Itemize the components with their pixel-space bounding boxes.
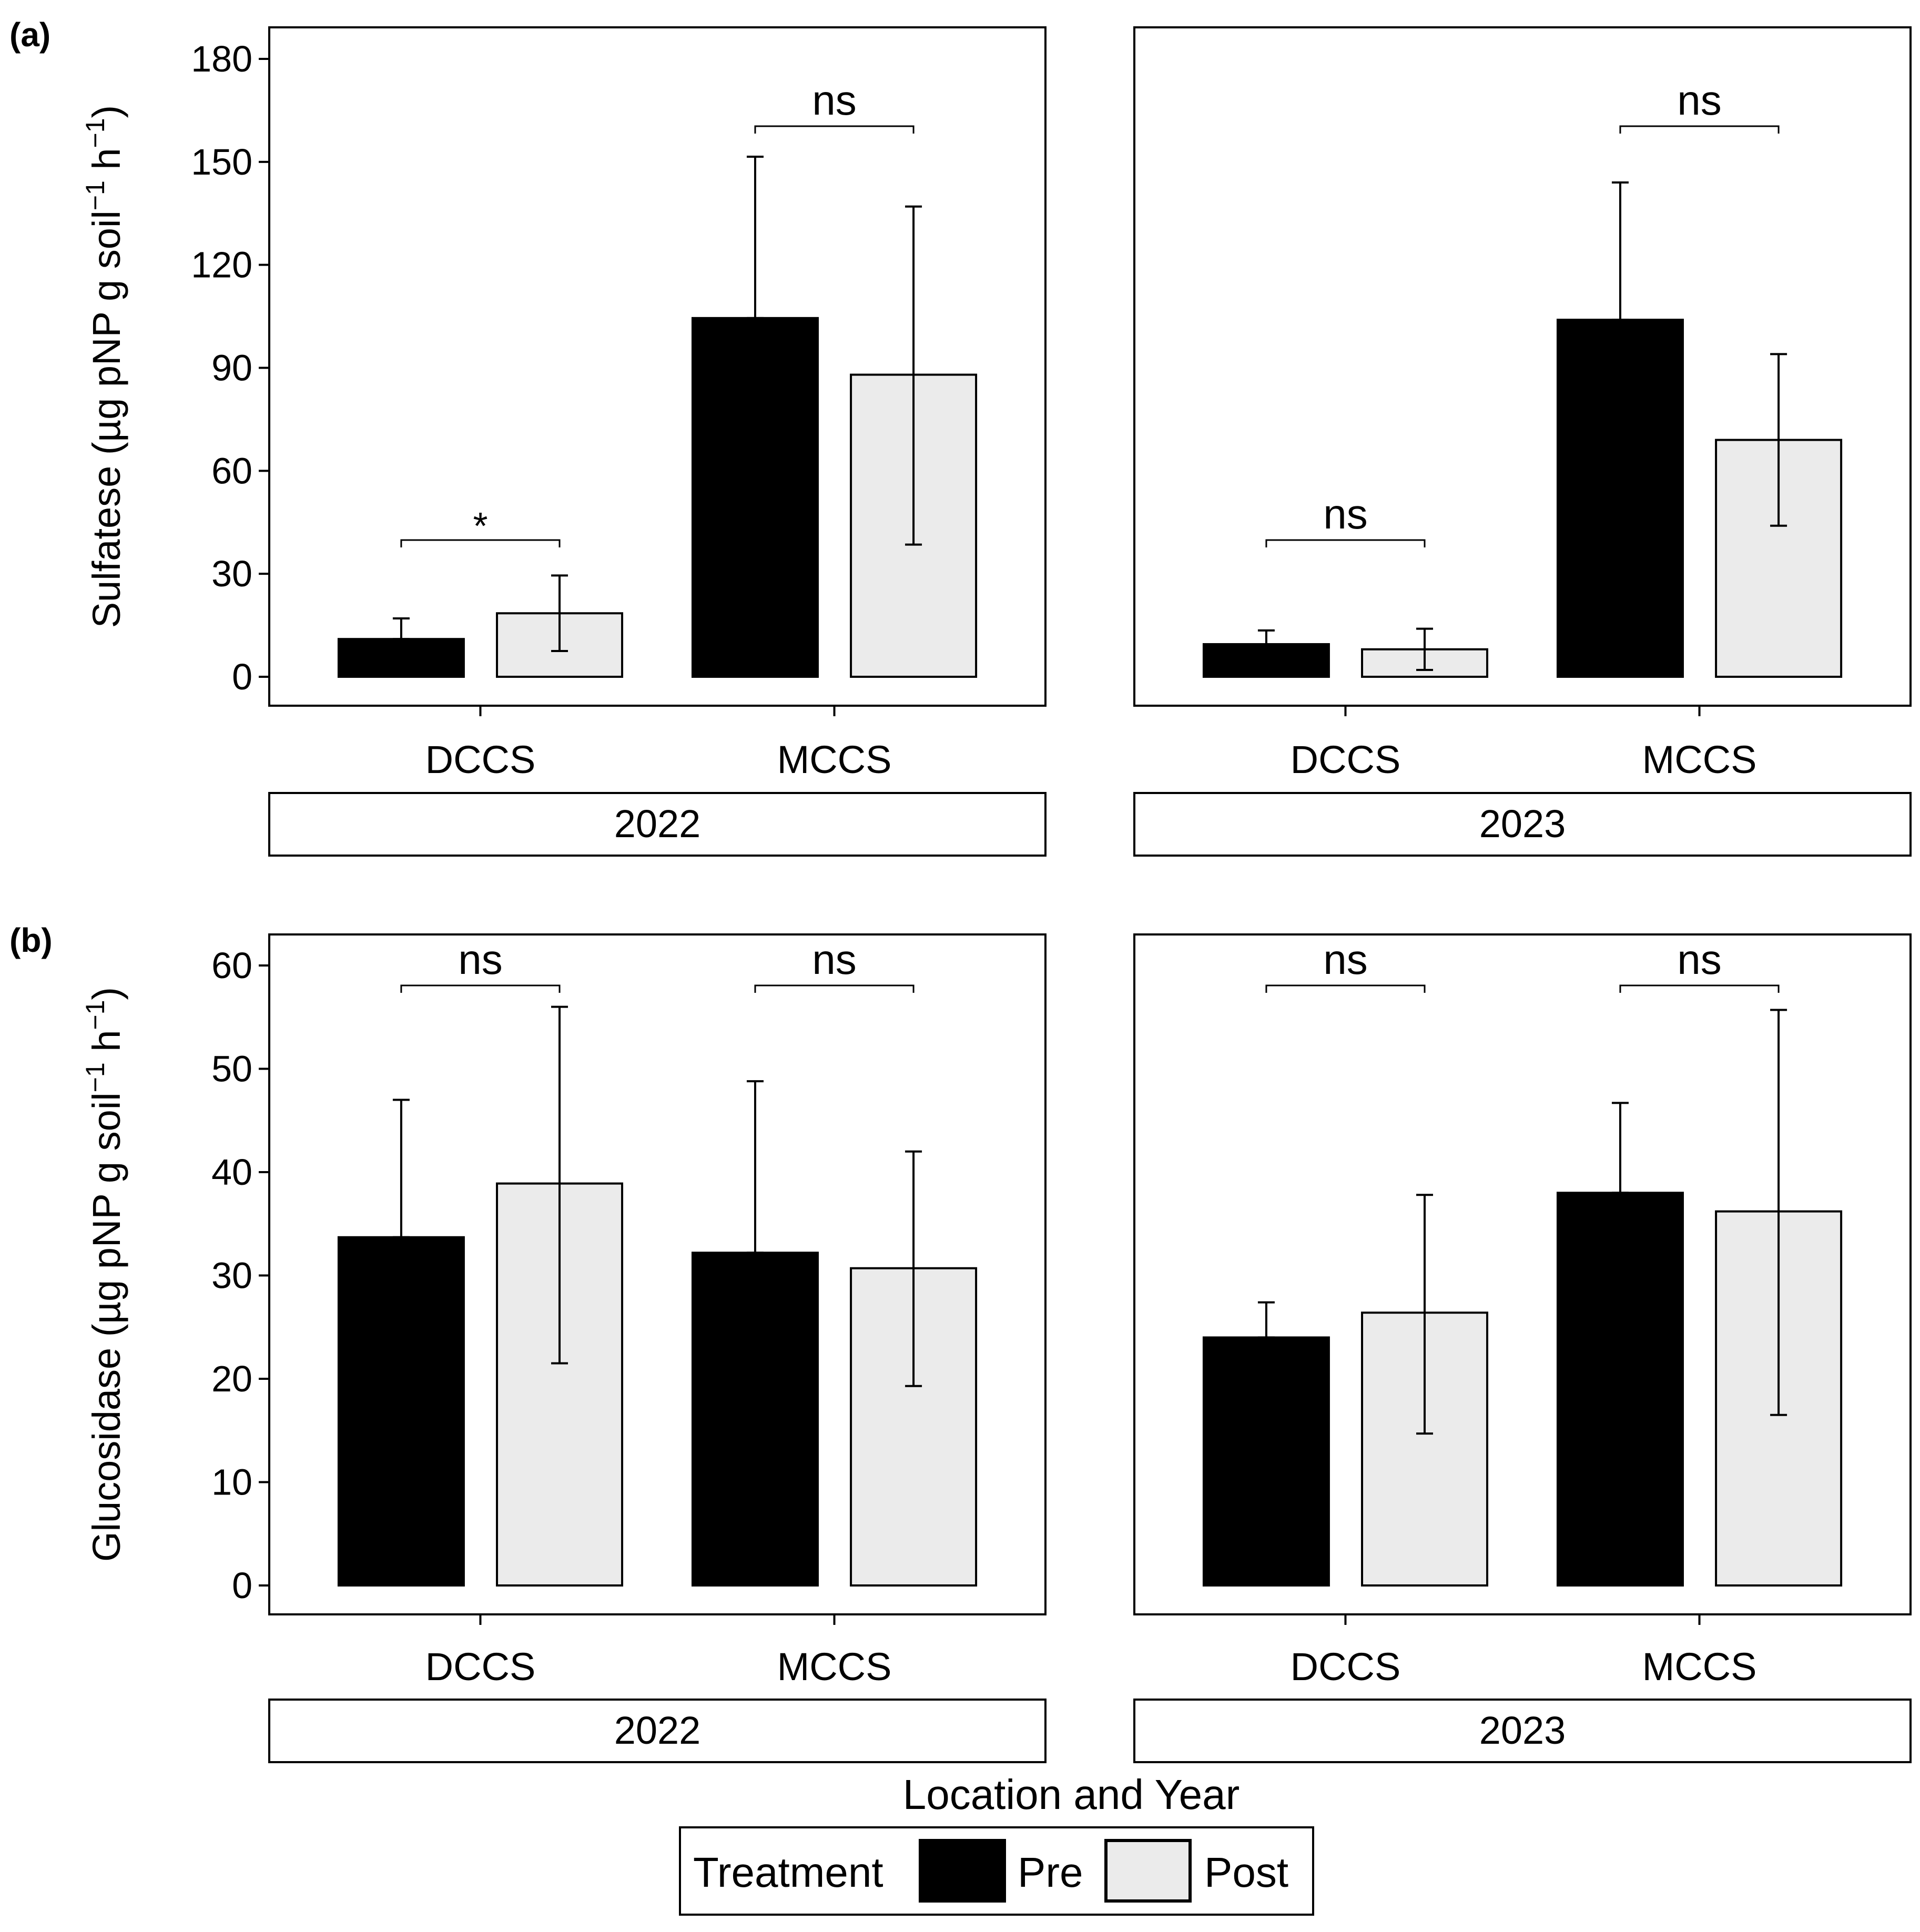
- significance-label: *: [473, 505, 487, 547]
- facet-strip: [268, 1699, 1047, 1763]
- y-tick-label: 20: [211, 1358, 252, 1399]
- y-tick-label: 60: [211, 945, 252, 986]
- y-tick-label: 40: [211, 1152, 252, 1193]
- facet-strip-label: 2023: [1479, 802, 1566, 846]
- facet-strip-label: 2022: [614, 802, 701, 846]
- bar-pre: [691, 317, 819, 678]
- y-axis-label: Sulfatese (µg pNP g soil−1 h−1): [80, 105, 128, 628]
- y-tick-label: 50: [211, 1049, 252, 1090]
- panel-frame: [268, 933, 1047, 1615]
- panel-tag: (b): [9, 921, 53, 959]
- panel-frame: [268, 26, 1047, 707]
- significance-bracket: [1265, 984, 1426, 993]
- significance-bracket: [1265, 539, 1426, 547]
- x-axis-title: Location and Year: [903, 1771, 1240, 1818]
- x-tick-label: DCCS: [425, 1645, 536, 1689]
- y-axis-label: Glucosidase (µg pNP g soil−1 h−1): [80, 987, 128, 1562]
- y-axis-label-sup: −1: [80, 1062, 110, 1092]
- y-tick-label: 30: [211, 1255, 252, 1296]
- facet-strip-label: 2022: [614, 1709, 701, 1752]
- significance-label: ns: [812, 77, 857, 124]
- x-tick-label: MCCS: [777, 1645, 892, 1689]
- facet-strip-label: 2023: [1479, 1709, 1566, 1752]
- y-tick-label: 30: [211, 553, 252, 594]
- y-tick-label: 0: [232, 656, 252, 697]
- significance-label: ns: [458, 936, 503, 983]
- significance-label: ns: [1323, 491, 1368, 537]
- y-tick-label: 120: [191, 245, 252, 286]
- significance-bracket: [400, 984, 561, 993]
- facet-strip: [1133, 1699, 1912, 1763]
- legend-title: Treatment: [693, 1849, 883, 1896]
- y-tick-label: 150: [191, 141, 252, 182]
- y-tick-label: 10: [211, 1462, 252, 1503]
- y-tick-label: 90: [211, 348, 252, 389]
- y-tick-label: 60: [211, 450, 252, 491]
- legend-label-post: Post: [1204, 1849, 1288, 1896]
- x-tick-label: DCCS: [425, 738, 536, 781]
- y-tick-label: 0: [232, 1565, 252, 1606]
- y-axis-label-sup: −1: [80, 180, 110, 210]
- y-axis-label-mid: h: [85, 148, 128, 180]
- legend-swatch-post: [1104, 1839, 1192, 1903]
- y-axis-label-sup: −1: [80, 118, 110, 148]
- bar-pre: [691, 1252, 819, 1587]
- y-axis-label-sup: −1: [80, 1000, 110, 1030]
- significance-label: ns: [1323, 936, 1368, 983]
- x-tick-label: MCCS: [1642, 1645, 1757, 1689]
- legend-label-pre: Pre: [1018, 1849, 1083, 1896]
- facet-strip: [1133, 792, 1912, 857]
- y-axis-label-close: ): [85, 105, 128, 118]
- x-tick-label: DCCS: [1291, 738, 1401, 781]
- bar-pre: [337, 638, 465, 678]
- panel-frame: [1133, 933, 1912, 1615]
- y-axis-label-main: Glucosidase (µg pNP g soil: [85, 1092, 128, 1562]
- bar-pre: [1556, 319, 1684, 678]
- panel-frame: [1133, 26, 1912, 707]
- bar-pre: [1556, 1192, 1684, 1587]
- x-tick-label: MCCS: [777, 738, 892, 781]
- panel-tag: (a): [9, 16, 50, 54]
- legend-swatch-pre: [919, 1839, 1006, 1903]
- significance-label: ns: [1677, 936, 1722, 983]
- facet-strip: [268, 792, 1047, 857]
- bar-pre: [1202, 643, 1330, 678]
- y-axis-label-mid: h: [85, 1030, 128, 1063]
- significance-label: ns: [1677, 77, 1722, 124]
- y-axis-label-main: Sulfatese (µg pNP g soil: [85, 210, 128, 628]
- bar-pre: [337, 1236, 465, 1587]
- significance-label: ns: [812, 936, 857, 983]
- x-tick-label: MCCS: [1642, 738, 1757, 781]
- significance-bracket: [400, 539, 561, 547]
- y-axis-label-close: ): [85, 987, 128, 1000]
- y-tick-label: 180: [191, 38, 252, 79]
- bar-pre: [1202, 1336, 1330, 1587]
- significance-bracket: [754, 984, 915, 993]
- x-tick-label: DCCS: [1291, 1645, 1401, 1689]
- significance-bracket: [1619, 125, 1780, 134]
- significance-bracket: [754, 125, 915, 134]
- significance-bracket: [1619, 984, 1780, 993]
